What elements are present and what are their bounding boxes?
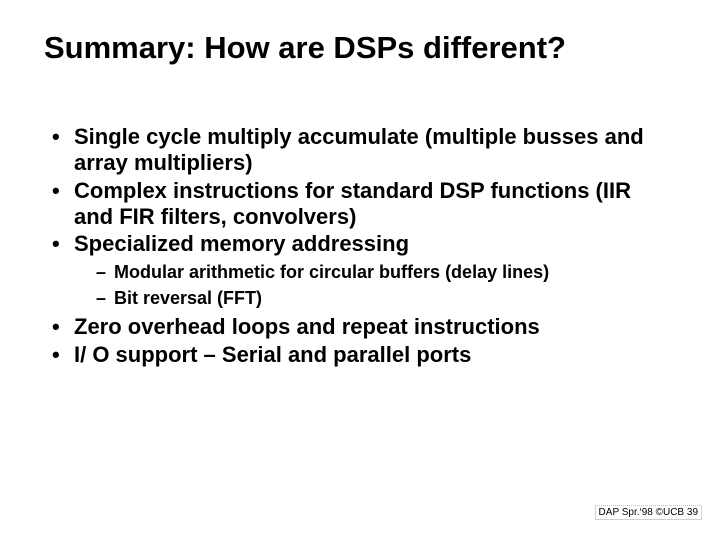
bullet-item: Specialized memory addressing Modular ar… — [48, 231, 676, 310]
bullet-item: Single cycle multiply accumulate (multip… — [48, 124, 676, 176]
bullet-item: Zero overhead loops and repeat instructi… — [48, 314, 676, 340]
bullet-list: Single cycle multiply accumulate (multip… — [48, 124, 676, 368]
sub-bullet-item: Modular arithmetic for circular buffers … — [96, 261, 676, 284]
slide: Summary: How are DSPs different? Single … — [0, 0, 720, 540]
slide-footer: DAP Spr.‘98 ©UCB 39 — [595, 505, 702, 520]
sub-bullet-list: Modular arithmetic for circular buffers … — [74, 261, 676, 310]
bullet-item: Complex instructions for standard DSP fu… — [48, 178, 676, 230]
bullet-text: Specialized memory addressing — [74, 231, 409, 256]
bullet-item: I/ O support – Serial and parallel ports — [48, 342, 676, 368]
slide-content: Single cycle multiply accumulate (multip… — [44, 124, 676, 368]
sub-bullet-item: Bit reversal (FFT) — [96, 287, 676, 310]
slide-title: Summary: How are DSPs different? — [44, 30, 676, 66]
